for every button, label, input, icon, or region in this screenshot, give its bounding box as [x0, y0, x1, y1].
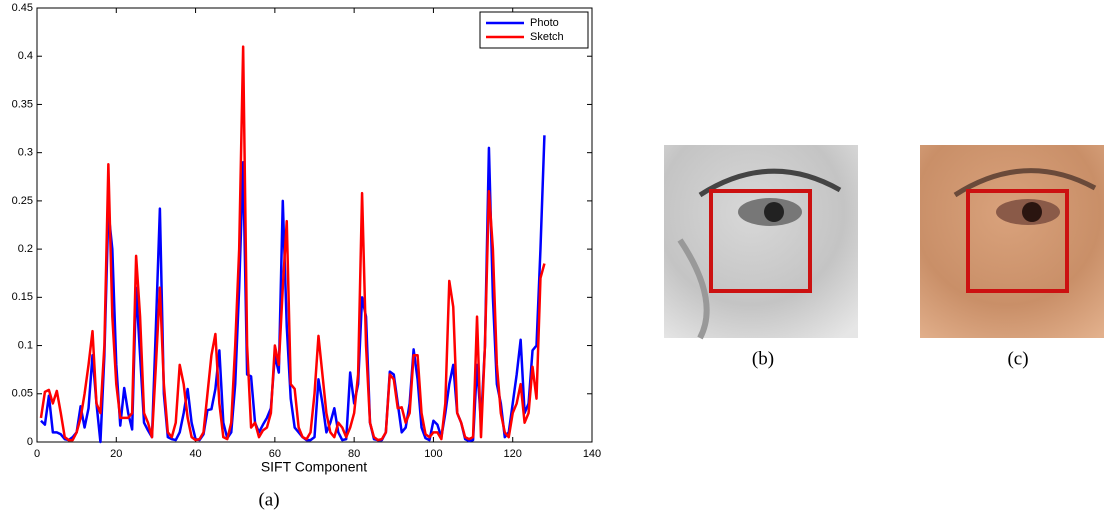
y-tick-label: 0.45	[12, 2, 33, 14]
x-tick-label: 40	[189, 448, 201, 460]
x-tick-label: 140	[583, 448, 601, 460]
y-tick-label: 0.2	[18, 243, 33, 255]
y-tick-label: 0.4	[18, 50, 33, 62]
caption: (c)	[1007, 348, 1028, 369]
x-tick-label: 120	[504, 448, 522, 460]
x-tick-label: 0	[34, 448, 40, 460]
y-tick-label: 0.3	[18, 147, 33, 159]
y-tick-label: 0.25	[12, 195, 33, 207]
x-tick-label: 80	[348, 448, 360, 460]
y-tick-label: 0.15	[12, 291, 33, 303]
y-tick-label: 0	[27, 436, 33, 448]
x-axis-label: SIFT Component	[261, 459, 367, 475]
photo-image	[920, 145, 1104, 338]
x-tick-label: 100	[424, 448, 442, 460]
legend-label: Sketch	[530, 31, 564, 43]
legend-box	[479, 11, 589, 49]
x-tick-label: 20	[110, 448, 122, 460]
y-tick-label: 0.05	[12, 388, 33, 400]
x-tick-label: 60	[269, 448, 281, 460]
legend-label: Photo	[530, 17, 559, 29]
caption: (b)	[752, 348, 774, 369]
y-tick-label: 0.1	[18, 339, 33, 351]
caption: (a)	[258, 489, 279, 510]
plot-area	[36, 7, 593, 443]
series-line	[39, 45, 546, 442]
sketch-image	[664, 145, 858, 340]
y-tick-label: 0.35	[12, 98, 33, 110]
